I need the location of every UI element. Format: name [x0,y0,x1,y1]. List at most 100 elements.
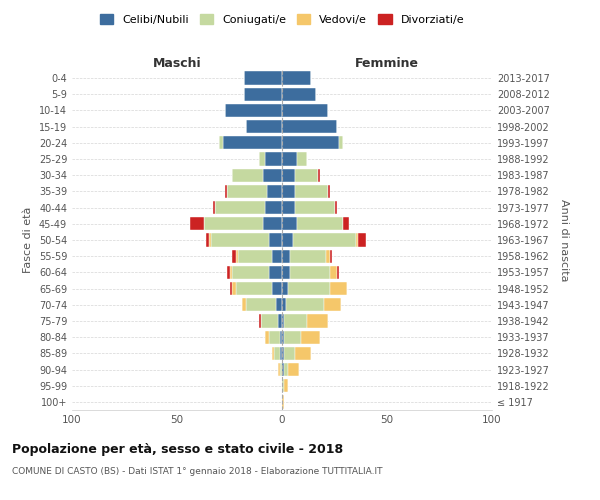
Bar [295,346,311,360]
Bar [295,168,318,182]
Bar [337,266,339,279]
Bar [276,298,282,312]
Bar [290,266,330,279]
Bar [280,346,282,360]
Bar [282,379,284,392]
Bar [232,250,236,263]
Bar [318,168,320,182]
Bar [227,266,229,279]
Bar [295,185,328,198]
Bar [282,120,337,134]
Bar [244,72,282,85]
Bar [227,185,268,198]
Bar [282,250,290,263]
Bar [282,363,284,376]
Bar [271,346,274,360]
Bar [282,298,286,312]
Bar [269,234,282,246]
Bar [289,363,299,376]
Bar [282,185,295,198]
Bar [331,282,347,295]
Bar [282,346,284,360]
Bar [355,234,358,246]
Bar [286,298,324,312]
Bar [226,104,282,117]
Bar [269,330,280,344]
Bar [282,330,284,344]
Bar [274,346,280,360]
Bar [265,201,282,214]
Bar [211,234,269,246]
Bar [284,379,289,392]
Bar [282,234,293,246]
Bar [282,314,284,328]
Bar [358,234,366,246]
Bar [247,120,282,134]
Bar [280,330,282,344]
Bar [215,201,265,214]
Bar [284,330,301,344]
Bar [282,396,284,408]
Bar [282,152,296,166]
Bar [284,363,289,376]
Bar [265,330,269,344]
Bar [232,282,236,295]
Bar [261,314,278,328]
Bar [343,217,349,230]
Bar [293,234,355,246]
Bar [242,298,247,312]
Bar [213,201,215,214]
Bar [335,201,337,214]
Bar [284,314,307,328]
Bar [268,185,282,198]
Bar [263,217,282,230]
Bar [307,314,328,328]
Bar [328,185,331,198]
Text: Maschi: Maschi [152,57,202,70]
Bar [230,282,232,295]
Bar [263,168,282,182]
Bar [338,136,343,149]
Bar [232,168,263,182]
Bar [223,136,282,149]
Bar [206,234,209,246]
Bar [296,217,343,230]
Bar [232,266,269,279]
Bar [205,217,263,230]
Bar [278,363,280,376]
Text: Femmine: Femmine [355,57,419,70]
Bar [280,363,282,376]
Bar [282,217,296,230]
Bar [209,234,211,246]
Bar [238,250,271,263]
Bar [271,250,282,263]
Bar [301,330,320,344]
Bar [295,201,335,214]
Text: COMUNE DI CASTO (BS) - Dati ISTAT 1° gennaio 2018 - Elaborazione TUTTITALIA.IT: COMUNE DI CASTO (BS) - Dati ISTAT 1° gen… [12,468,383,476]
Bar [236,250,238,263]
Y-axis label: Fasce di età: Fasce di età [23,207,33,273]
Bar [259,314,261,328]
Text: Popolazione per età, sesso e stato civile - 2018: Popolazione per età, sesso e stato civil… [12,442,343,456]
Bar [282,88,316,101]
Bar [282,282,289,295]
Bar [230,266,232,279]
Bar [331,266,337,279]
Bar [236,282,271,295]
Bar [190,217,204,230]
Bar [282,266,290,279]
Bar [282,72,311,85]
Bar [289,282,331,295]
Bar [244,88,282,101]
Bar [290,250,326,263]
Legend: Celibi/Nubili, Coniugati/e, Vedovi/e, Divorziati/e: Celibi/Nubili, Coniugati/e, Vedovi/e, Di… [97,10,467,28]
Bar [226,185,227,198]
Bar [246,298,276,312]
Bar [259,152,265,166]
Bar [265,152,282,166]
Bar [269,266,282,279]
Bar [296,152,307,166]
Bar [219,136,223,149]
Y-axis label: Anni di nascita: Anni di nascita [559,198,569,281]
Bar [282,201,295,214]
